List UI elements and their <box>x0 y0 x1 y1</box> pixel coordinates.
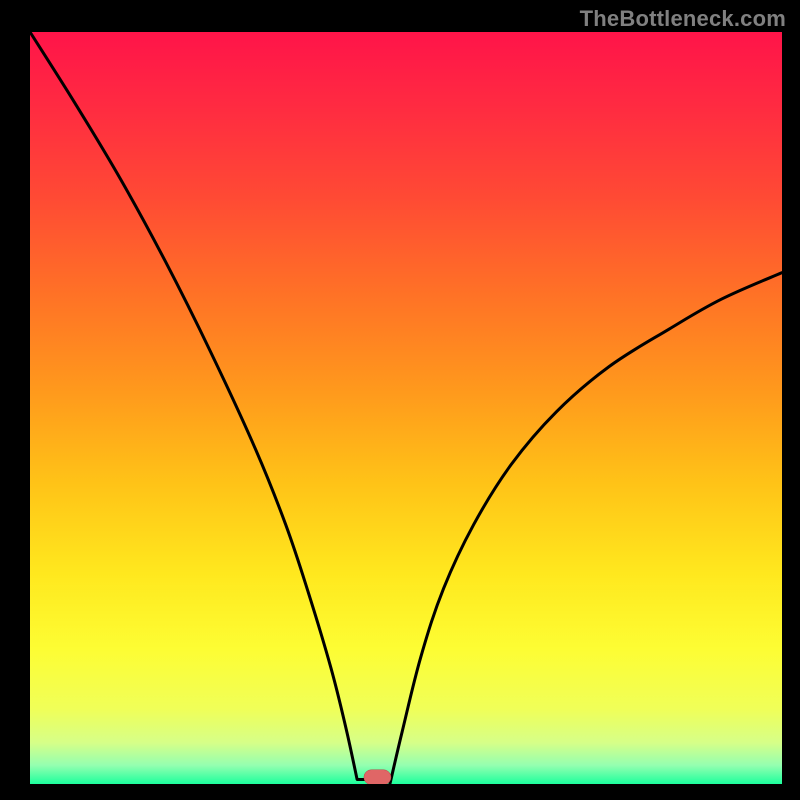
gradient-background <box>30 32 782 784</box>
valley-marker <box>364 770 391 784</box>
watermark-label: TheBottleneck.com <box>580 6 786 32</box>
chart-frame: TheBottleneck.com <box>0 0 800 800</box>
bottleneck-curve-chart <box>30 32 782 784</box>
plot-area <box>30 32 782 784</box>
